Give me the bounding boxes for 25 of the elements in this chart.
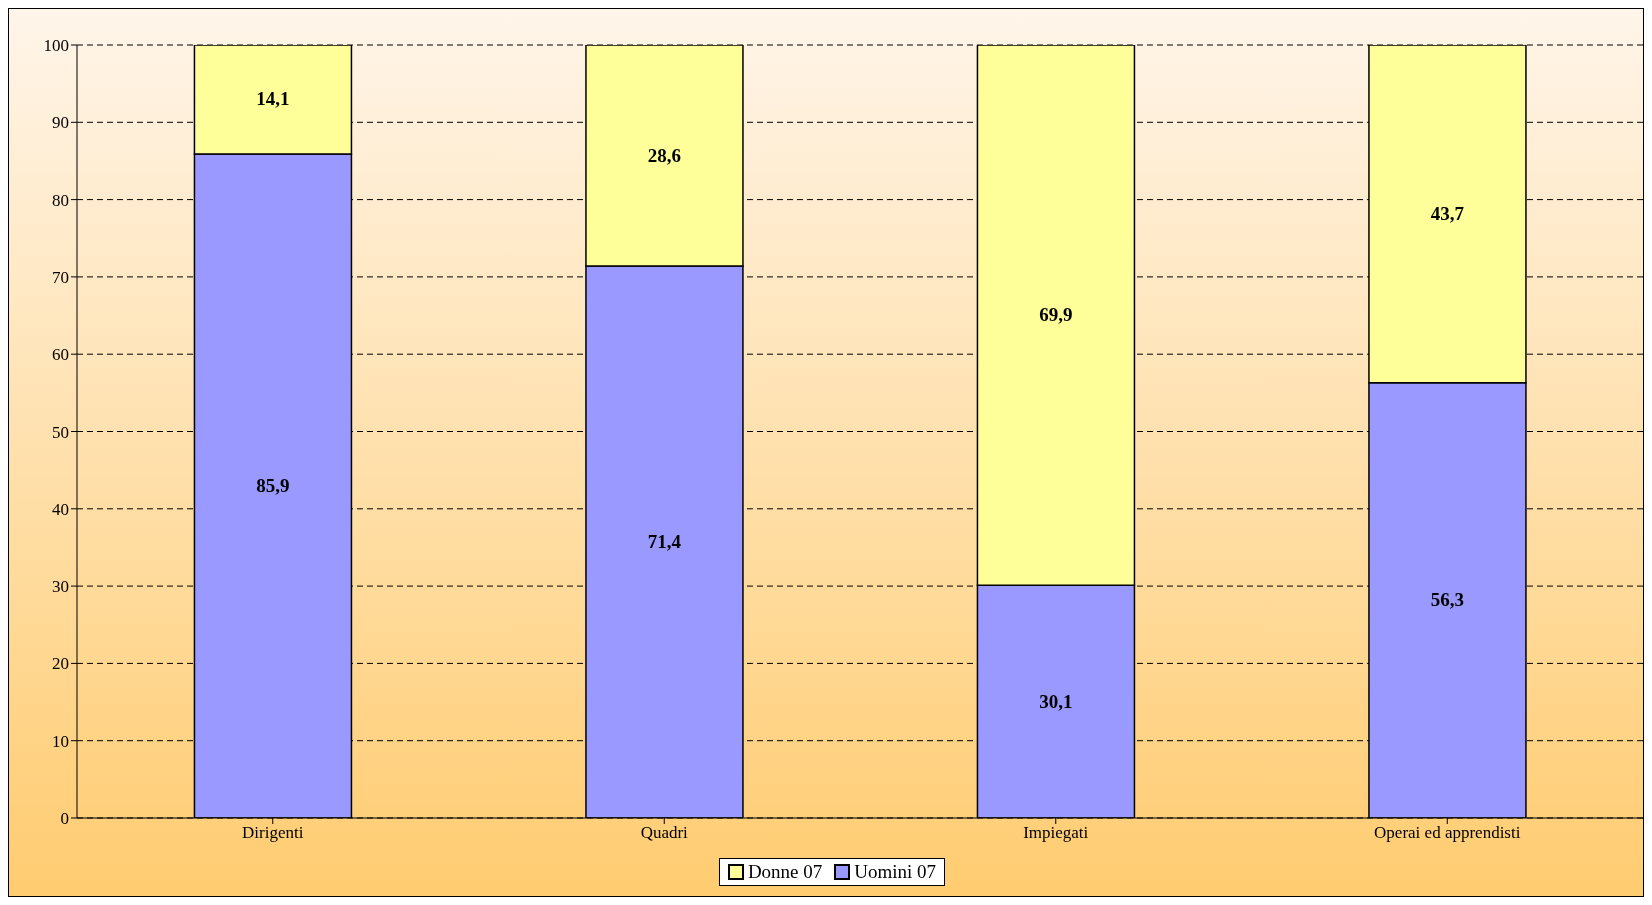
y-tick-label: 30 bbox=[52, 577, 69, 597]
y-tick-label: 50 bbox=[52, 422, 69, 442]
x-tick-label: Operai ed apprendisti bbox=[1374, 823, 1521, 843]
y-tick-label: 40 bbox=[52, 499, 69, 519]
text: 56,3 bbox=[1430, 589, 1465, 611]
text: 69,9 bbox=[1039, 304, 1073, 326]
text: 71,4 bbox=[647, 531, 682, 553]
legend-label: Uomini 07 bbox=[853, 861, 937, 883]
y-tick-label: 90 bbox=[52, 113, 69, 133]
y-tick-label: 80 bbox=[52, 190, 69, 210]
text: 28,6 bbox=[647, 144, 682, 166]
y-tick-label: 20 bbox=[52, 654, 69, 674]
text: 85,9 bbox=[256, 475, 290, 496]
text: 14,1 bbox=[256, 88, 290, 110]
y-tick-label: 10 bbox=[52, 731, 69, 751]
y-tick-label: 0 bbox=[60, 809, 69, 829]
x-tick-label: Dirigenti bbox=[242, 823, 304, 843]
y-tick-label: 100 bbox=[43, 36, 69, 56]
x-tick-label: Quadri bbox=[640, 823, 689, 843]
text: 30,1 bbox=[1039, 690, 1073, 712]
x-tick-label: Impiegati bbox=[1023, 823, 1089, 843]
y-tick-label: 70 bbox=[52, 267, 69, 287]
y-tick-label: 60 bbox=[52, 345, 69, 365]
text: 43,7 bbox=[1430, 202, 1465, 224]
legend-label: Donne 07 bbox=[746, 861, 823, 883]
